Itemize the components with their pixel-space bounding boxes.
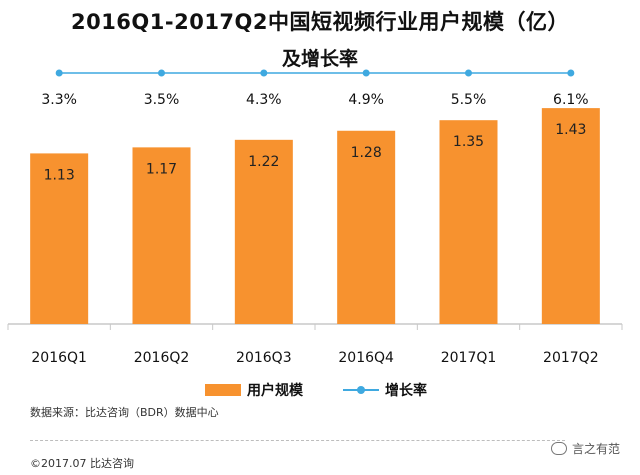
growth-rate-label: 3.5% [144,92,180,108]
growth-rate-point [465,69,472,77]
legend-label-growth-rate: 增长率 [385,383,427,399]
chart-title: 2016Q1-2017Q2中国短视频行业用户规模（亿） [70,10,570,34]
growth-rate-point [362,69,370,77]
watermark: 言之有范 [550,440,620,457]
growth-rate-label: 3.3% [41,92,77,108]
bar-value-label: 1.17 [146,161,177,177]
legend-swatch-bar [205,384,241,396]
bar-value-label: 1.43 [555,122,586,138]
bar [132,147,191,324]
bar [30,153,89,324]
footer-divider [30,440,565,441]
growth-rate-point [260,69,268,77]
growth-rate-label: 4.3% [246,92,282,108]
growth-rate-point [55,69,63,77]
x-tick-label: 2016Q3 [236,350,292,366]
bar-line-chart: 1.13 3.3% 2016Q1 1.17 3.5% 2016Q2 1.22 4.3% 2016… [7,69,623,366]
bar-value-label: 1.35 [453,134,484,150]
growth-rate-label: 4.9% [348,92,384,108]
bar-value-label: 1.22 [248,154,279,170]
x-tick-label: 2016Q1 [31,350,87,366]
copyright-note: ©2017.07 比达咨询 [30,457,134,470]
growth-rate-point [567,69,575,77]
legend-item-growth-rate: 增长率 [343,380,427,400]
watermark-text: 言之有范 [571,442,620,456]
bar [234,139,293,324]
bar [337,130,396,324]
bar [541,108,600,325]
legend: 用户规模 增长率 [205,380,467,400]
x-tick-label: 2017Q1 [441,350,497,366]
x-tick-label: 2016Q2 [134,350,190,366]
legend-label-user-scale: 用户规模 [247,383,303,399]
growth-rate-point [158,69,165,77]
x-tick-label: 2017Q2 [543,350,599,366]
bar-value-label: 1.28 [351,145,382,161]
data-source-note: 数据来源：比达咨询（BDR）数据中心 [30,406,219,419]
growth-rate-label: 5.5% [451,92,487,108]
x-tick-label: 2016Q4 [338,350,394,366]
legend-item-user-scale: 用户规模 [205,380,303,400]
bar-value-label: 1.13 [44,167,75,183]
growth-rate-label: 6.1% [553,92,589,108]
legend-swatch-line [343,384,379,396]
chart-subtitle: 及增长率 [281,48,358,70]
bar [439,120,498,325]
chat-bubble-icon [550,442,567,455]
